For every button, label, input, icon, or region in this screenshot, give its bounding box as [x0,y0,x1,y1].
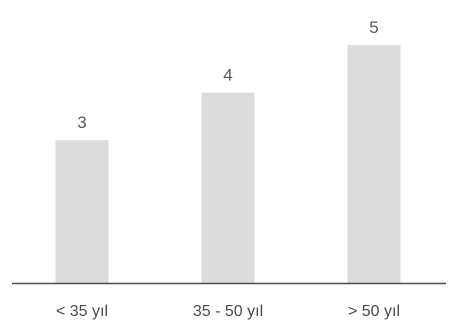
bar-2 [201,92,255,283]
value-label-1: 3 [77,113,86,132]
bars-group [55,45,401,283]
x-tick-label-1: < 35 yıl [56,303,108,320]
bar-1 [55,140,109,283]
value-labels-group: 3 4 5 [77,18,378,132]
x-tick-label-3: > 50 yıl [348,303,400,320]
bar-3 [347,45,401,283]
value-label-3: 5 [369,18,378,37]
x-tick-labels-group: < 35 yıl 35 - 50 yıl > 50 yıl [56,303,400,320]
x-tick-label-2: 35 - 50 yıl [193,303,263,320]
value-label-2: 4 [223,66,232,85]
